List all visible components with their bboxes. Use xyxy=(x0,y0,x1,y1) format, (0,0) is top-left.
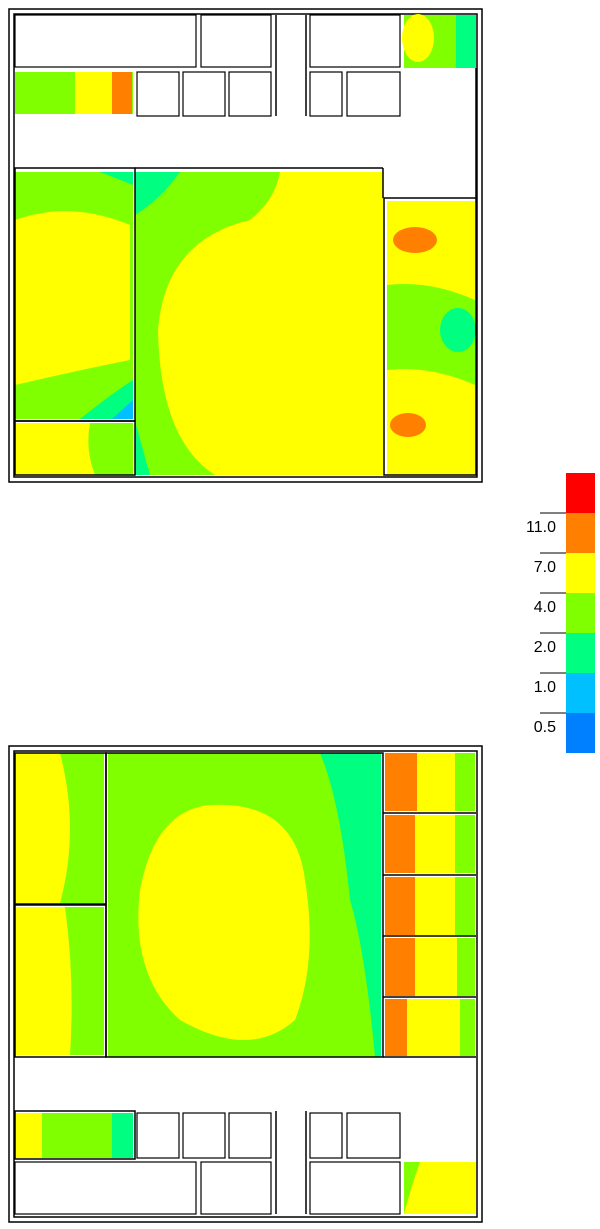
room xyxy=(136,71,180,117)
wall xyxy=(13,13,478,478)
legend: 11.0 7.0 4.0 2.0 1.0 0.5 xyxy=(526,473,595,753)
heat-region xyxy=(75,72,112,114)
upper-floor-plan xyxy=(8,8,483,483)
room xyxy=(14,1161,197,1215)
room xyxy=(228,71,272,117)
heat-region xyxy=(385,999,407,1056)
legend-swatch xyxy=(566,713,595,753)
heat-region xyxy=(456,15,476,68)
heat-region xyxy=(135,172,180,215)
heat-region xyxy=(135,420,150,475)
room xyxy=(346,1112,401,1159)
heat-region xyxy=(385,753,417,811)
room xyxy=(182,71,226,117)
legend-label: 7.0 xyxy=(534,559,556,576)
legend-swatch xyxy=(566,673,595,713)
legend-label: 1.0 xyxy=(534,679,556,696)
heat-region xyxy=(15,211,130,385)
wall xyxy=(105,752,384,1058)
heat-region xyxy=(88,423,133,475)
legend-swatch xyxy=(566,473,595,513)
heat-region xyxy=(404,1162,420,1214)
legend-swatch xyxy=(566,593,595,633)
legend-label: 0.5 xyxy=(534,719,556,736)
legend-label: 11.0 xyxy=(526,519,556,536)
heat-region xyxy=(80,380,133,419)
heat-region xyxy=(15,753,70,903)
heat-region xyxy=(390,413,426,437)
room xyxy=(200,1161,272,1215)
room xyxy=(309,1161,401,1215)
heat-region xyxy=(402,14,434,62)
room xyxy=(309,71,343,117)
heat-region xyxy=(385,877,415,935)
wall xyxy=(8,745,483,1223)
heat-region xyxy=(112,72,132,114)
room xyxy=(14,14,197,68)
legend-swatch xyxy=(566,633,595,673)
room xyxy=(182,1112,226,1159)
heat-region xyxy=(112,400,133,419)
wall xyxy=(13,750,478,1218)
legend-label: 4.0 xyxy=(534,599,556,616)
room xyxy=(309,14,401,68)
heat-region xyxy=(158,172,383,475)
wall xyxy=(14,420,136,476)
room xyxy=(136,1112,180,1159)
heat-region xyxy=(138,804,310,1040)
heat-region xyxy=(15,907,72,1055)
legend-swatch xyxy=(566,553,595,593)
wall xyxy=(383,197,477,476)
heat-region xyxy=(440,308,476,352)
legend-label: 2.0 xyxy=(534,639,556,656)
wall xyxy=(8,8,483,483)
room xyxy=(309,1112,343,1159)
legend-swatch xyxy=(566,513,595,553)
heat-region xyxy=(100,172,133,185)
room xyxy=(228,1112,272,1159)
heat-region xyxy=(112,1113,133,1158)
heat-region xyxy=(385,938,415,996)
heat-region xyxy=(385,815,415,873)
lower-floor-plan xyxy=(8,745,483,1223)
room xyxy=(200,14,272,68)
heat-region xyxy=(393,227,437,253)
wall xyxy=(14,1110,136,1160)
heat-region xyxy=(15,1113,42,1158)
heat-region xyxy=(320,753,381,1057)
room xyxy=(346,71,401,117)
